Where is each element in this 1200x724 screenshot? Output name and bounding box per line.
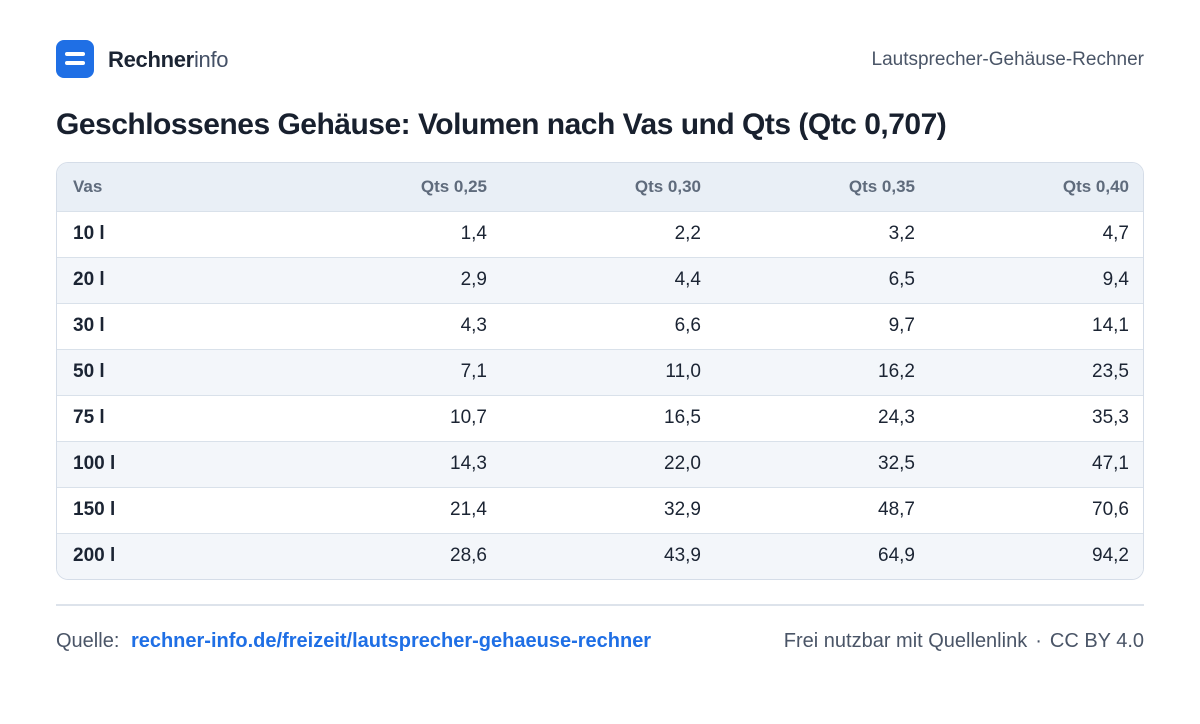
table-cell-volume: 14,1 [1092, 315, 1129, 336]
footer: Quelle: rechner-info.de/freizeit/lautspr… [56, 630, 1144, 656]
table-cell-volume: 9,7 [888, 315, 915, 336]
license-text: Frei nutzbar mit Quellenlink [783, 630, 1028, 652]
license: Frei nutzbar mit Quellenlink · CC BY 4.0 [784, 630, 1144, 653]
table-row: 100 l 14,3 22,0 32,5 47,1 [57, 441, 1143, 487]
volume-table: Vas Qts 0,25 Qts 0,30 Qts 0,35 Qts 0,40 10 l… [56, 162, 1144, 580]
table-row: 50 l 7,1 11,0 16,2 23,5 [57, 349, 1143, 395]
table-cell-volume: 1,4 [460, 223, 487, 244]
row-label-vas: 50 l [73, 361, 105, 382]
brand-name-light: info [193, 47, 229, 72]
table-cell-volume: 47,1 [1092, 453, 1129, 474]
row-label-vas: 150 l [73, 499, 116, 520]
table-cell-volume: 16,2 [878, 361, 915, 382]
table-cell-volume: 6,5 [888, 269, 915, 290]
row-label-vas: 20 l [73, 269, 105, 290]
column-header-qts: Qts 0,40 [1062, 176, 1129, 196]
table-cell-volume: 16,5 [664, 407, 701, 428]
table-cell-volume: 4,3 [460, 315, 487, 336]
row-label-vas: 10 l [73, 223, 105, 244]
table-cell-volume: 64,9 [878, 545, 915, 567]
table-cell-volume: 2,2 [674, 223, 701, 244]
table-cell-volume: 4,4 [674, 269, 701, 290]
table-header-row: Vas Qts 0,25 Qts 0,30 Qts 0,35 Qts 0,40 [57, 163, 1143, 211]
table-row: 20 l 2,9 4,4 6,5 9,4 [57, 257, 1143, 303]
page-context-title: Lautsprecher-Gehäuse-Rechner [871, 49, 1145, 70]
source-label: Quelle: [56, 630, 120, 652]
table-body: 10 l 1,4 2,2 3,2 4,7 20 l 2,9 4,4 6,5 9,4 30 l 4,3 6… [57, 211, 1143, 579]
table-row: 200 l 28,6 43,9 64,9 94,2 [57, 533, 1143, 579]
table-cell-volume: 23,5 [1092, 361, 1129, 382]
table-cell-volume: 43,9 [664, 545, 701, 567]
table-row: 75 l 10,7 16,5 24,3 35,3 [57, 395, 1143, 441]
table-cell-volume: 2,9 [460, 269, 487, 290]
row-label-vas: 100 l [73, 453, 116, 474]
table-cell-volume: 3,2 [888, 223, 915, 244]
table-cell-volume: 70,6 [1092, 499, 1129, 520]
table-cell-volume: 9,4 [1102, 269, 1129, 290]
brand-name[interactable]: Rechnerinfo [108, 47, 229, 73]
column-header-vas: Vas [73, 176, 103, 196]
table-cell-volume: 10,7 [450, 407, 487, 428]
list-logo-icon[interactable] [56, 40, 94, 78]
license-separator: · [1035, 630, 1042, 652]
source-link[interactable]: rechner-info.de/freizeit/lautsprecher-ge… [130, 630, 652, 652]
header: Rechnerinfo Lautsprecher-Gehäuse-Rechner [56, 40, 1144, 78]
page-title: Geschlossenes Gehäuse: Volumen nach Vas … [56, 108, 947, 141]
table-cell-volume: 32,9 [664, 499, 701, 520]
table-cell-volume: 14,3 [450, 453, 487, 474]
row-label-vas: 30 l [73, 315, 105, 336]
table-cell-volume: 35,3 [1092, 407, 1129, 428]
table-cell-volume: 28,6 [450, 545, 487, 567]
column-header-qts: Qts 0,30 [634, 176, 701, 196]
table-cell-volume: 94,2 [1092, 545, 1129, 567]
license-name[interactable]: CC BY 4.0 [1049, 630, 1144, 652]
brand-name-strong: Rechner [108, 47, 194, 72]
column-header-qts: Qts 0,25 [420, 176, 487, 196]
table-cell-volume: 6,6 [674, 315, 701, 336]
row-label-vas: 200 l [73, 545, 116, 567]
table-cell-volume: 48,7 [878, 499, 915, 520]
table-cell-volume: 24,3 [878, 407, 915, 428]
source: Quelle: rechner-info.de/freizeit/lautspr… [56, 630, 651, 653]
row-label-vas: 75 l [73, 407, 105, 428]
table-cell-volume: 11,0 [665, 361, 701, 382]
table-row: 10 l 1,4 2,2 3,2 4,7 [57, 211, 1143, 257]
column-header-qts: Qts 0,35 [848, 176, 915, 196]
footer-divider [56, 604, 1144, 606]
table-row: 30 l 4,3 6,6 9,7 14,1 [57, 303, 1143, 349]
table-cell-volume: 7,1 [460, 361, 487, 382]
table-cell-volume: 4,7 [1102, 223, 1129, 244]
table-row: 150 l 21,4 32,9 48,7 70,6 [57, 487, 1143, 533]
table-cell-volume: 32,5 [878, 453, 915, 474]
table-cell-volume: 21,4 [450, 499, 487, 520]
table-cell-volume: 22,0 [664, 453, 701, 474]
